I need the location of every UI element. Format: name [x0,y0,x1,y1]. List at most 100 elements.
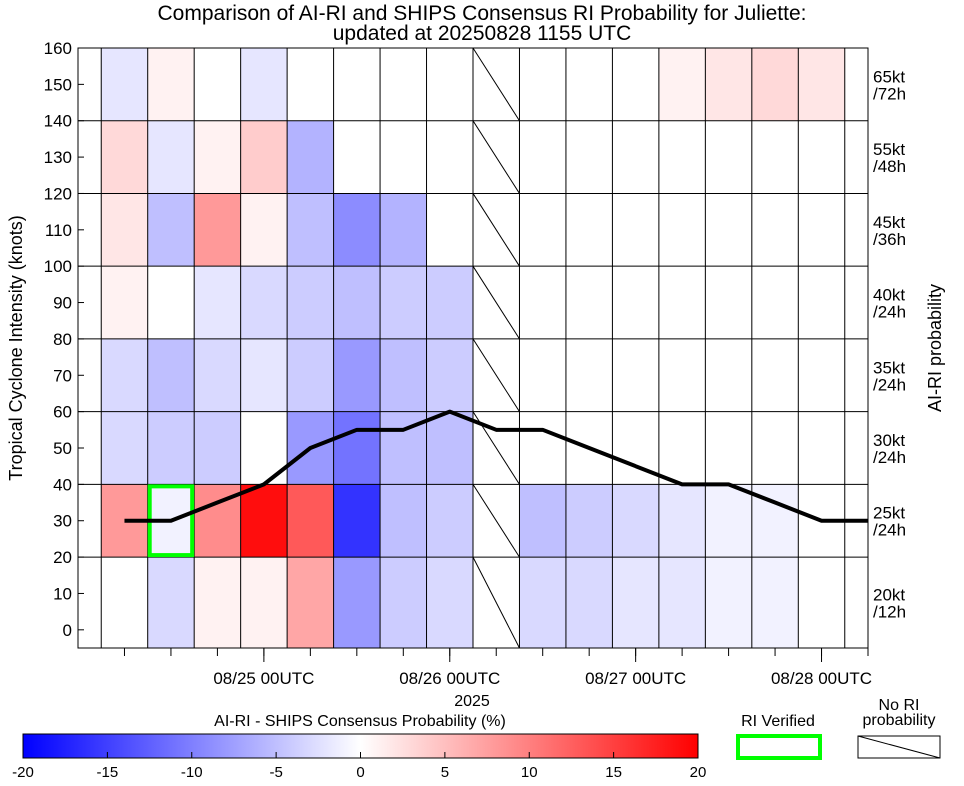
heatmap-cell [612,193,659,267]
band-label-line2: /72h [873,84,906,103]
heatmap-cell [333,48,381,121]
heatmap-cell [705,120,752,194]
heatmap-cell [612,48,659,121]
y-tick-label: 140 [44,112,72,131]
heatmap-cell [380,193,427,267]
band-label-line1: 20kt [873,586,905,605]
heatmap-cell [705,193,752,267]
heatmap-cell [194,120,241,194]
x-tick-label: 08/25 00UTC [213,669,314,688]
heatmap-cell [240,484,288,558]
heatmap-cell [705,484,752,558]
heatmap-cell [705,266,752,339]
heatmap-cell [287,484,334,558]
intensity-track-line [124,409,868,523]
y-tick-label: 10 [53,584,72,603]
heatmap-cell [705,411,752,485]
heatmap-cell [751,193,799,267]
heatmap-cell [426,411,473,485]
heatmap-cell [798,411,845,485]
heatmap-cell [565,557,613,648]
heatmap-cell [658,557,706,648]
heatmap-cell [519,557,566,648]
heatmap-cell [612,120,659,194]
heatmap-cell [658,48,706,121]
heatmap-cell [194,48,241,121]
heatmap-cell [519,48,566,121]
y-axis: 0 10 20 30 40 50 60 70 80 90 100 110 120 130 140 150 160 [44,39,84,640]
x-axis: 08/25 00UTC 08/26 00UTC 08/27 00UTC 08/28 0… [123,648,872,688]
y-tick-label: 160 [44,39,72,58]
chart-title: Comparison of AI-RI and SHIPS Consensus … [158,2,807,25]
heatmap-cell [333,411,381,485]
band-label-line2: /12h [873,603,906,622]
band-label-line1: 40kt [873,286,905,305]
colorbar-tick-label: 10 [521,764,538,781]
heatmap-cell [287,557,334,648]
colorbar-tick-label: -10 [181,764,203,781]
heatmap-cell [426,338,473,412]
heatmap-cell [380,338,427,412]
heatmap-cell [194,193,241,267]
heatmap-cell [519,338,566,412]
heatmap-cell [519,193,566,267]
heatmap-cell [426,193,473,267]
band-label-line1: 65kt [873,67,905,86]
band-label-line2: /24h [873,521,906,540]
heatmap-cell [705,557,752,648]
no-ri-legend-label-2: probability [863,712,936,729]
heatmap-cell [798,266,845,339]
colorbar-tick-label: 20 [690,764,707,781]
heatmap-cell [240,338,288,412]
heatmap-cell [380,120,427,194]
ri-verified-legend-label: RI Verified [741,713,815,730]
band-label-line1: 55kt [873,140,905,159]
band-label-line1: 35kt [873,358,905,377]
heatmap-cell [658,338,706,412]
no-ri-diagonal [472,120,520,194]
heatmap-cell [240,193,288,267]
right-axis-label: AI-RI probability [925,284,945,412]
heatmap-cell [705,48,752,121]
heatmap-cell [333,484,381,558]
no-ri-diagonal [472,484,520,558]
heatmap-cell [519,266,566,339]
heatmap-cell [565,266,613,339]
no-ri-legend-diagonal [857,735,941,759]
heatmap-cell [519,411,566,485]
heatmap-cell [101,266,148,339]
heatmap-cell [565,48,613,121]
heatmap-cell [798,120,845,194]
heatmap-cell [798,48,845,121]
x-tick-label: 08/28 00UTC [771,669,872,688]
heatmap-cell [333,193,381,267]
heatmap-cell [380,484,427,558]
no-ri-diagonal [472,556,520,649]
heatmap-cell [287,193,334,267]
heatmap-cell [287,48,334,121]
heatmap-cell [751,338,799,412]
y-tick-label: 80 [53,330,72,349]
heatmap-cell [333,120,381,194]
band-label-line1: 25kt [873,504,905,523]
band-labels: 20kt/12h25kt/24h30kt/24h35kt/24h40kt/24h… [873,67,906,621]
heatmap-cell [147,557,195,648]
heatmap-cell [147,266,195,339]
heatmap-cell [287,120,334,194]
band-label-line2: /24h [873,375,906,394]
heatmap-cell [147,48,195,121]
band-label-line2: /24h [873,303,906,322]
y-tick-label: 60 [53,403,72,422]
heatmap-cell [287,338,334,412]
y-tick-label: 150 [44,75,72,94]
heatmap-cell [101,120,148,194]
heatmap-cell [798,557,845,648]
x-axis-label: 2025 [454,693,490,710]
no-ri-diagonal [472,338,520,412]
heatmap-cell [147,193,195,267]
no-ri-diagonal [472,265,520,340]
x-tick-label: 08/26 00UTC [399,669,500,688]
y-tick-label: 20 [53,548,72,567]
heatmap-cell [240,266,288,339]
